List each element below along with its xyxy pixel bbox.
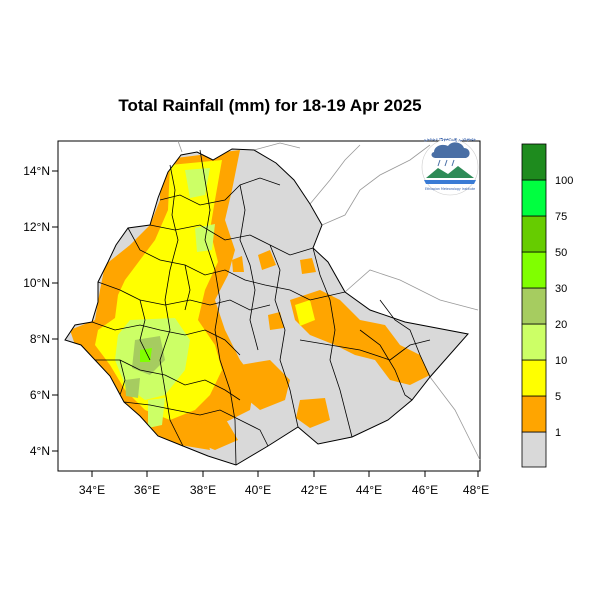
colorbar-label-20: 20	[555, 319, 567, 331]
lon-label-36: 36°E	[134, 483, 160, 497]
map-title: Total Rainfall (mm) for 18-19 Apr 2025	[118, 96, 422, 115]
lat-label-6: 6°N	[30, 388, 50, 402]
lon-label-46: 46°E	[412, 483, 438, 497]
rainfall-field	[70, 150, 430, 450]
colorbar-label-50: 50	[555, 247, 567, 259]
lon-ticks	[91, 471, 479, 477]
colorbar-label-1: 1	[555, 427, 561, 439]
lon-label-40: 40°E	[245, 483, 271, 497]
colorbar-label-100: 100	[555, 175, 573, 187]
mountain-icon	[426, 166, 474, 178]
colorbar-label-30: 30	[555, 283, 567, 295]
cloud-icon	[431, 142, 470, 158]
regional-boundaries	[64, 148, 469, 466]
colorbar-bin-7	[521, 179, 547, 217]
emi-logo: ኢትዮጵያ ሜቲዎሮሎጂ ኢንስቲትዩት Ethiopian Meteorolo…	[421, 137, 479, 196]
colorbar-bin-3	[521, 323, 547, 361]
colorbar-bin-2	[521, 359, 547, 397]
colorbar-bin-4	[521, 287, 547, 325]
colorbar-label-75: 75	[555, 211, 567, 223]
lon-label-42: 42°E	[301, 483, 327, 497]
colorbar-label-10: 10	[555, 355, 567, 367]
lon-label-44: 44°E	[356, 483, 382, 497]
colorbar-label-5: 5	[555, 391, 561, 403]
lat-tick-labels: 14°N 12°N 10°N 8°N 6°N 4°N	[23, 164, 50, 458]
logo-bottom-text: Ethiopian Meteorology Institute	[425, 187, 475, 191]
lon-label-34: 34°E	[79, 483, 105, 497]
colorbar-bin-8	[521, 143, 547, 181]
lat-label-8: 8°N	[30, 332, 50, 346]
lon-tick-labels: 34°E 36°E 38°E 40°E 42°E 44°E 46°E 48°E	[79, 483, 489, 497]
neighbor-borders	[177, 140, 481, 461]
lat-label-12: 12°N	[23, 220, 50, 234]
colorbar-bin-6	[521, 215, 547, 253]
colorbar-bin-5	[521, 251, 547, 289]
lat-label-4: 4°N	[30, 444, 50, 458]
colorbar-bin-1	[521, 395, 547, 433]
logo-top-text: ኢትዮጵያ ሜቲዎሮሎጂ ኢንስቲትዩት	[424, 137, 476, 142]
colorbar-bin-0	[521, 431, 547, 468]
lon-label-38: 38°E	[190, 483, 216, 497]
lat-label-14: 14°N	[23, 164, 50, 178]
lat-label-10: 10°N	[23, 276, 50, 290]
lat-ticks	[52, 170, 58, 452]
colorbar: 1 5 10 20 30 50 75 100	[521, 143, 573, 468]
lon-label-48: 48°E	[463, 483, 489, 497]
